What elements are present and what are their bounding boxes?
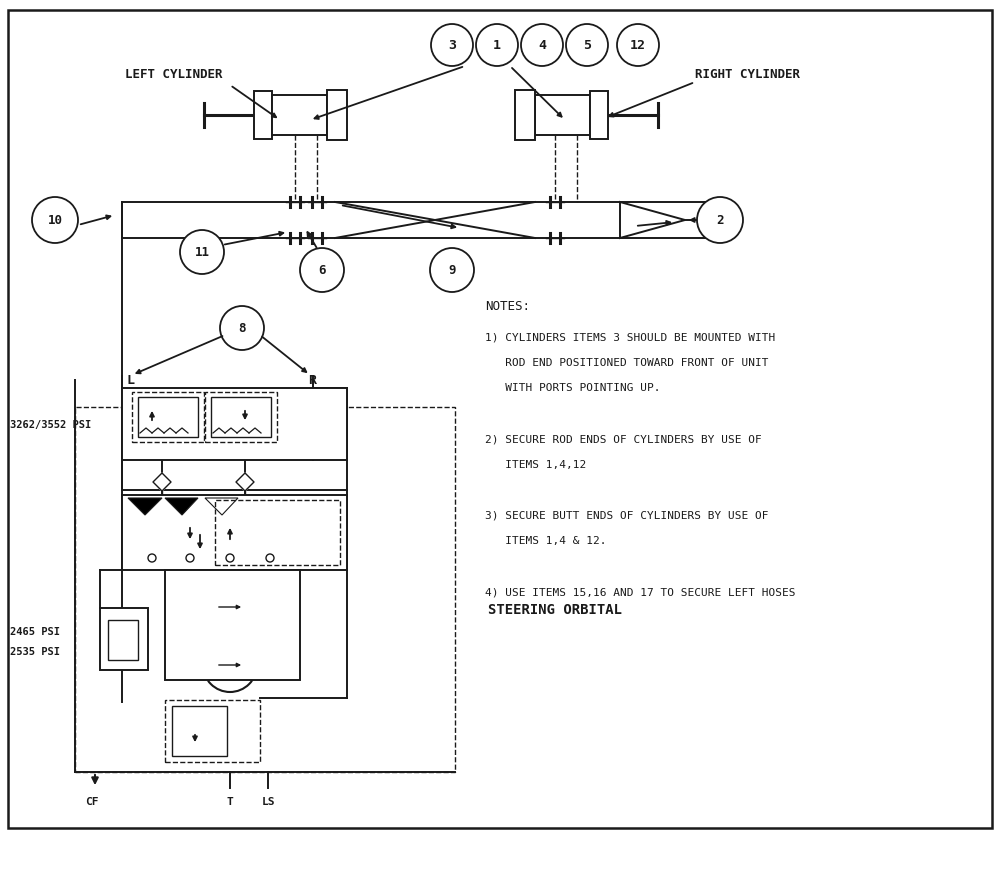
Text: ROD END POSITIONED TOWARD FRONT OF UNIT: ROD END POSITIONED TOWARD FRONT OF UNIT xyxy=(485,357,768,368)
Text: ITEMS 1,4 & 12.: ITEMS 1,4 & 12. xyxy=(485,536,606,546)
Bar xyxy=(172,706,227,756)
Circle shape xyxy=(203,580,257,634)
Circle shape xyxy=(566,24,608,66)
Text: 2) SECURE ROD ENDS OF CYLINDERS BY USE OF: 2) SECURE ROD ENDS OF CYLINDERS BY USE O… xyxy=(485,434,762,444)
Circle shape xyxy=(617,24,659,66)
Text: 5: 5 xyxy=(583,39,591,52)
Bar xyxy=(211,397,271,437)
Circle shape xyxy=(203,638,257,692)
Text: 3262/3552 PSI: 3262/3552 PSI xyxy=(10,420,91,430)
Circle shape xyxy=(266,554,274,562)
Bar xyxy=(535,95,590,135)
Circle shape xyxy=(521,24,563,66)
Text: R: R xyxy=(308,373,316,386)
Bar xyxy=(165,700,260,762)
Circle shape xyxy=(476,24,518,66)
Text: L: L xyxy=(126,373,134,386)
Bar xyxy=(75,407,455,772)
Circle shape xyxy=(430,248,474,292)
Bar xyxy=(215,500,340,565)
Bar xyxy=(327,90,347,140)
Text: LS: LS xyxy=(261,797,275,807)
Circle shape xyxy=(220,306,264,350)
Circle shape xyxy=(300,248,344,292)
Text: 8: 8 xyxy=(238,321,246,334)
Text: 4) USE ITEMS 15,16 AND 17 TO SECURE LEFT HOSES: 4) USE ITEMS 15,16 AND 17 TO SECURE LEFT… xyxy=(485,587,796,597)
Text: 4: 4 xyxy=(538,39,546,52)
Polygon shape xyxy=(165,498,198,515)
Bar xyxy=(122,388,347,460)
Text: 12: 12 xyxy=(630,39,646,52)
Bar xyxy=(515,90,535,140)
Text: 3) SECURE BUTT ENDS OF CYLINDERS BY USE OF: 3) SECURE BUTT ENDS OF CYLINDERS BY USE … xyxy=(485,510,768,520)
Text: NOTES:: NOTES: xyxy=(485,300,530,313)
Circle shape xyxy=(226,554,234,562)
Text: 10: 10 xyxy=(48,214,63,226)
Text: STEERING ORBITAL: STEERING ORBITAL xyxy=(488,603,622,617)
Circle shape xyxy=(32,197,78,243)
Text: 6: 6 xyxy=(318,263,326,276)
Text: WITH PORTS POINTING UP.: WITH PORTS POINTING UP. xyxy=(485,383,660,393)
Polygon shape xyxy=(236,473,254,491)
Bar xyxy=(132,392,204,442)
Text: 2: 2 xyxy=(716,214,724,226)
Circle shape xyxy=(186,554,194,562)
Circle shape xyxy=(697,197,743,243)
Text: 1) CYLINDERS ITEMS 3 SHOULD BE MOUNTED WITH: 1) CYLINDERS ITEMS 3 SHOULD BE MOUNTED W… xyxy=(485,332,775,342)
Bar xyxy=(254,91,272,139)
Text: 2535 PSI: 2535 PSI xyxy=(10,647,60,657)
Text: LEFT CYLINDER: LEFT CYLINDER xyxy=(125,69,223,82)
Text: 2465 PSI: 2465 PSI xyxy=(10,627,60,637)
Bar xyxy=(138,397,198,437)
Bar xyxy=(272,95,327,135)
Text: 11: 11 xyxy=(195,246,210,259)
Circle shape xyxy=(148,554,156,562)
Text: 1: 1 xyxy=(493,39,501,52)
Polygon shape xyxy=(153,473,171,491)
Bar xyxy=(108,620,138,660)
Circle shape xyxy=(431,24,473,66)
Text: CF: CF xyxy=(85,797,99,807)
Bar xyxy=(205,392,277,442)
Circle shape xyxy=(180,230,224,274)
Bar xyxy=(590,91,608,139)
Text: 3: 3 xyxy=(448,39,456,52)
Bar xyxy=(100,608,148,670)
Text: ITEMS 1,4,12: ITEMS 1,4,12 xyxy=(485,459,586,470)
Bar xyxy=(165,570,300,680)
Text: RIGHT CYLINDER: RIGHT CYLINDER xyxy=(695,69,800,82)
Text: T: T xyxy=(227,797,233,807)
Bar xyxy=(122,495,347,570)
Polygon shape xyxy=(128,498,162,515)
Text: 9: 9 xyxy=(448,263,456,276)
